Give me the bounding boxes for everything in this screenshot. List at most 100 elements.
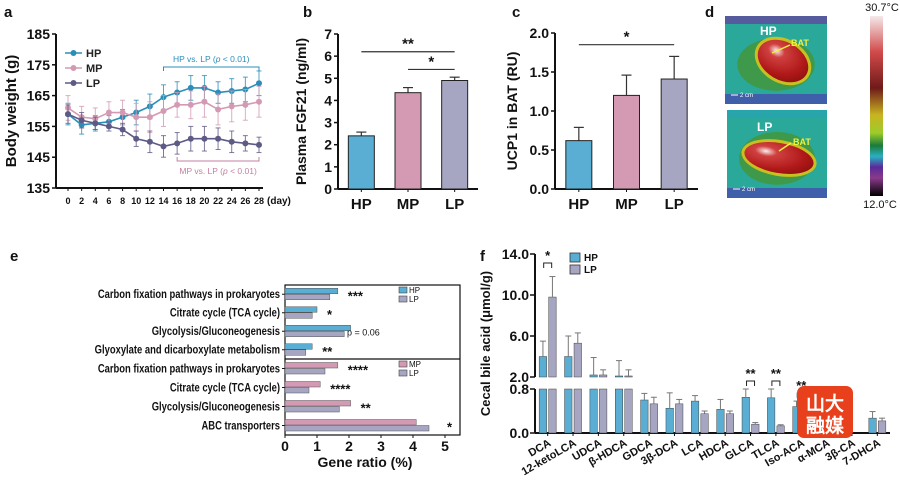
data-point <box>215 135 222 142</box>
legend-swatch-MP <box>398 360 408 368</box>
annotation-mp-lp: MP vs. LP (p < 0.01) <box>179 166 257 176</box>
bar-MP <box>284 381 321 388</box>
bar-LP <box>284 406 340 413</box>
panel-letter: a <box>4 4 13 21</box>
bar-MP <box>284 400 351 407</box>
x-tick-label: 3 <box>377 438 385 454</box>
y-tick-label: 0 <box>324 181 332 197</box>
data-point <box>92 120 99 127</box>
legend-swatch-HP <box>569 252 581 263</box>
bar-MP <box>613 94 640 190</box>
x-tick-label: 2 <box>345 438 353 454</box>
y-tick-label: 0.5 <box>530 142 550 158</box>
bar-HP <box>347 135 375 190</box>
category-label: Glycolysis/Gluconeogenesis <box>152 325 280 339</box>
legend-swatch-LP <box>398 295 408 303</box>
bar-HP-upper <box>564 356 573 378</box>
bar-MP <box>284 419 417 426</box>
data-point <box>119 109 126 116</box>
y-tick-label: 1.0 <box>530 103 550 119</box>
y-axis-label: Plasma FGF21 (ng/ml) <box>293 38 309 185</box>
thermal-label: LP <box>757 120 772 134</box>
bar-LP <box>284 331 345 337</box>
thermal-edge <box>727 188 827 198</box>
x-tick-label: 8 <box>120 196 125 206</box>
significance-label: * <box>428 53 434 70</box>
data-point <box>174 140 181 147</box>
y-axis-label: UCP1 in BAT (RU) <box>504 52 520 171</box>
category-label: Carbon fixation pathways in prokaryotes <box>98 288 280 302</box>
bar-LP-upper <box>624 375 633 378</box>
category-label: ABC transporters <box>201 419 280 433</box>
annotation-hp-lp: HP vs. LP (p < 0.01) <box>173 54 250 64</box>
data-point <box>119 126 126 133</box>
bar-LP-lower <box>548 388 557 434</box>
legend-marker-LP <box>70 80 77 86</box>
significance-bracket <box>746 380 756 386</box>
bat-label: BAT <box>793 137 811 147</box>
significance-label: **** <box>348 363 369 378</box>
x-tick-label: 20 <box>199 196 209 206</box>
y-tick-label: 2 <box>324 137 332 153</box>
bar-LP-lower <box>573 388 582 434</box>
data-point <box>160 108 167 114</box>
bar-LP <box>284 425 430 432</box>
bar-MP <box>394 92 422 190</box>
bar-LP <box>284 387 310 394</box>
data-point <box>160 143 167 150</box>
bar-HP <box>741 397 750 434</box>
panel-f: f 2.0 6.0 10.0 14.0 0.0 0.8 Cecal bile acid (μm… <box>478 246 890 478</box>
y-tick-label: 7 <box>324 26 332 42</box>
panel-letter: d <box>705 4 714 21</box>
x-tick-label: 16 <box>172 196 182 206</box>
significance-label: ** <box>402 36 414 53</box>
panel-d: d HP BAT 2 cm LP BAT 2 cm 30.7°C 12.0°C <box>705 2 899 211</box>
bar-HP <box>284 325 351 331</box>
bar-LP <box>675 403 684 434</box>
bar-HP <box>691 400 700 434</box>
significance-label: * <box>624 29 630 46</box>
y-tick-label: 10.0 <box>502 287 529 303</box>
x-tick-label: 4 <box>93 196 98 206</box>
bar-HP-lower <box>538 388 547 434</box>
bar-LP <box>441 80 469 190</box>
legend-label: LP <box>409 295 419 304</box>
data-point <box>187 101 194 108</box>
bar-LP <box>878 420 887 434</box>
bar-LP <box>284 312 313 319</box>
y-tick-label: 3 <box>324 115 332 131</box>
x-tick-label: 14 <box>158 196 168 206</box>
bar-HP-lower <box>564 388 573 434</box>
watermark-background <box>797 386 853 438</box>
bar-HP <box>284 288 339 294</box>
legend-label: HP <box>409 286 420 295</box>
category-label: Glycolysis/Gluconeogenesis <box>152 400 280 414</box>
y-tick-label: 6.0 <box>510 328 530 344</box>
x-tick-label: 1 <box>313 438 321 454</box>
bar-LP <box>700 413 709 434</box>
y-tick-label: 135 <box>27 180 51 196</box>
thermal-edge <box>725 94 827 104</box>
bar-LP <box>660 78 688 190</box>
bracket-hp-lp <box>163 66 260 71</box>
panel-c: c 0.0 0.5 1.0 1.5 2.0 UCP1 in BAT (RU) HP MP LP * <box>504 4 698 213</box>
legend-swatch-LP <box>569 264 581 275</box>
bar-HP <box>767 397 776 434</box>
thermal-image-LP: LP BAT 2 cm <box>727 110 827 198</box>
y-tick-label: 4 <box>324 92 332 108</box>
y-tick-label: 0.0 <box>530 181 550 197</box>
panel-letter: c <box>512 4 520 21</box>
thermal-label: HP <box>760 24 777 38</box>
scale-label: 2 cm <box>740 93 753 99</box>
data-point <box>146 138 153 145</box>
bar-HP <box>640 399 649 434</box>
category-DCA: DCA* <box>527 248 557 460</box>
bar-LP <box>284 368 326 375</box>
significance-label: * <box>545 248 551 263</box>
x-tick-label: 4 <box>409 438 417 454</box>
y-tick-label: 185 <box>27 26 51 42</box>
data-point <box>174 101 181 108</box>
x-tick-label: HP <box>568 196 589 213</box>
category-label: Glyoxylate and dicarboxylate metabolism <box>95 344 281 358</box>
x-tick-label: MP <box>615 196 638 213</box>
